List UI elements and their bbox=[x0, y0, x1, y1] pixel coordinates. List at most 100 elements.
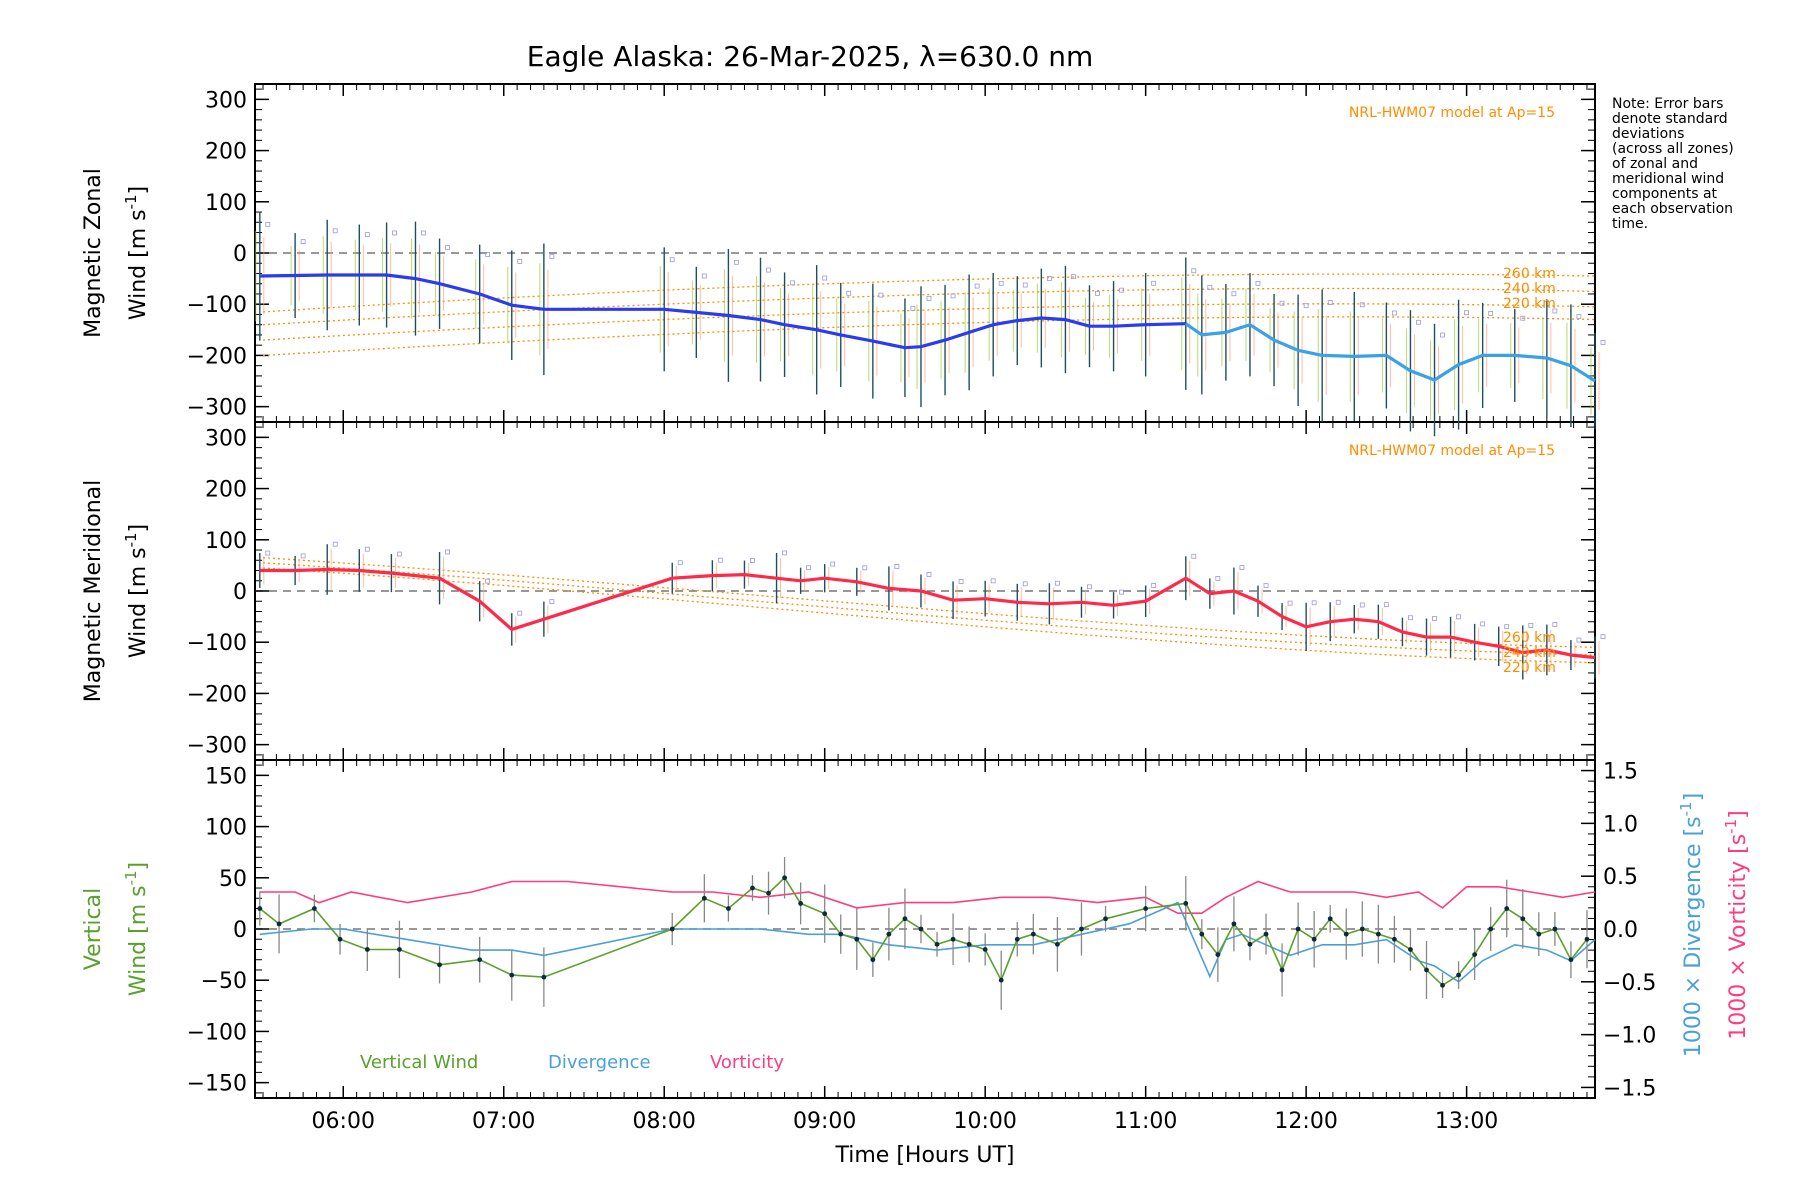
meridional-zone-point bbox=[750, 558, 755, 563]
lower-ytick-label: 0 bbox=[233, 918, 247, 943]
vertical-wind-point bbox=[1552, 926, 1558, 932]
zonal-zone-point bbox=[1416, 319, 1421, 325]
zonal-zone-point bbox=[1191, 268, 1197, 274]
vertical-wind-point bbox=[1359, 926, 1365, 932]
zonal-ytick-label: 300 bbox=[205, 88, 247, 113]
legend-vertical-wind: Vertical Wind bbox=[360, 1052, 478, 1073]
vertical-wind-point bbox=[397, 947, 402, 952]
vertical-wind-point bbox=[870, 957, 876, 963]
zonal-zone-point bbox=[1151, 280, 1157, 286]
meridional-zone-point bbox=[958, 579, 964, 584]
vertical-wind-point bbox=[477, 957, 483, 963]
zonal-model-curve-260 bbox=[262, 273, 1596, 313]
lower-ytick-label: −150 bbox=[187, 1072, 247, 1097]
zonal-panel: 300 200 100 0 −100 −200 −300 bbox=[187, 84, 1606, 437]
meridional-zone-point bbox=[1408, 615, 1413, 621]
meridional-alt-label-260: 260 km bbox=[1503, 630, 1556, 646]
meridional-zone-point bbox=[549, 599, 555, 605]
meridional-zone-point bbox=[1528, 622, 1534, 628]
vertical-wind-point bbox=[311, 906, 317, 911]
zonal-alt-label-220: 220 km bbox=[1503, 296, 1556, 312]
vertical-wind-point bbox=[1536, 931, 1542, 937]
zonal-zone-point bbox=[766, 267, 771, 273]
vertical-wind-point bbox=[934, 941, 940, 947]
vorticity-y2label: 1000 × Vorticity [s-1] bbox=[1722, 810, 1751, 1039]
vertical-wind-point bbox=[1375, 931, 1381, 937]
vertical-wind-point bbox=[1263, 931, 1269, 937]
vertical-wind-point bbox=[257, 906, 263, 911]
zonal-model-curve-240 bbox=[262, 287, 1596, 326]
zonal-zone-point bbox=[1391, 310, 1397, 316]
meridional-ytick-label: 300 bbox=[205, 426, 247, 451]
vertical-wind-point bbox=[701, 895, 707, 901]
vertical-wind-point bbox=[1014, 936, 1020, 942]
zonal-zone-point bbox=[1119, 287, 1124, 293]
zonal-zone-point bbox=[950, 293, 956, 299]
meridional-zone-point bbox=[990, 578, 996, 584]
meridional-ylabel-1: Magnetic Meridional bbox=[81, 480, 106, 702]
zonal-zone-point bbox=[822, 275, 828, 281]
meridional-ylabel-2: Wind [m s-1] bbox=[122, 524, 151, 658]
divergence-line bbox=[259, 901, 1596, 983]
zonal-zone-point bbox=[926, 295, 932, 301]
zonal-wind-line bbox=[259, 273, 1186, 350]
meridional-ytick-label: 200 bbox=[205, 478, 247, 503]
zonal-zone-point bbox=[332, 228, 338, 234]
zonal-ytick-label: 200 bbox=[205, 140, 247, 165]
vertical-wind-point bbox=[1343, 931, 1349, 937]
vertical-wind-point bbox=[998, 977, 1004, 983]
zonal-ytick-label: −200 bbox=[187, 344, 247, 369]
meridional-zone-point bbox=[1359, 602, 1365, 608]
vertical-wind-point bbox=[902, 916, 908, 922]
zonal-wind-line-late bbox=[1184, 322, 1596, 383]
vertical-wind-point bbox=[1504, 906, 1510, 911]
vertical-wind-point bbox=[509, 972, 515, 978]
zonal-zone-point bbox=[1520, 315, 1526, 321]
error-bar-note: Note: Error bars denote standard deviati… bbox=[1612, 96, 1734, 232]
zonal-zone-point bbox=[998, 280, 1004, 286]
vertical-wind-point bbox=[1054, 941, 1060, 947]
meridional-zone-point bbox=[485, 578, 491, 584]
note-line: meridional wind bbox=[1612, 171, 1724, 187]
vorticity-line bbox=[259, 880, 1596, 914]
meridional-ytick-label: −100 bbox=[187, 631, 247, 656]
meridional-zone-point bbox=[1151, 583, 1157, 588]
zonal-alt-label-260: 260 km bbox=[1503, 266, 1556, 282]
meridional-zone-point bbox=[1263, 583, 1269, 589]
legend-divergence: Divergence bbox=[548, 1052, 651, 1073]
zonal-zone-point bbox=[485, 252, 491, 257]
meridional-zone-point bbox=[1022, 581, 1028, 587]
zonal-zone-point bbox=[910, 305, 916, 311]
note-line: of zonal and bbox=[1612, 156, 1698, 172]
zonal-zone-point bbox=[669, 257, 675, 263]
vertical-wind-point bbox=[1295, 926, 1301, 932]
note-line: each observation bbox=[1612, 201, 1733, 217]
vertical-wind-point bbox=[669, 926, 675, 932]
zonal-zone-point bbox=[445, 245, 450, 250]
xtick-label: 07:00 bbox=[472, 1109, 535, 1134]
meridional-zone-point bbox=[862, 565, 868, 571]
meridional-zone-point bbox=[717, 557, 723, 563]
zonal-zone-point bbox=[846, 290, 852, 296]
xtick-label: 09:00 bbox=[793, 1109, 856, 1134]
meridional-alt-label-220: 220 km bbox=[1503, 660, 1556, 676]
meridional-alt-label-240: 240 km bbox=[1503, 645, 1556, 661]
meridional-zone-point bbox=[517, 610, 523, 616]
xtick-label: 08:00 bbox=[633, 1109, 696, 1134]
meridional-zone-point bbox=[1383, 602, 1389, 608]
note-line: Note: Error bars bbox=[1612, 96, 1723, 112]
meridional-model-curve-260 bbox=[262, 557, 1596, 648]
vertical-wind-point bbox=[798, 900, 804, 906]
zonal-ytick-label: 100 bbox=[205, 191, 247, 216]
meridional-ytick-label: 100 bbox=[205, 529, 247, 554]
meridional-zone-point bbox=[1456, 614, 1461, 620]
zonal-zone-point bbox=[878, 292, 884, 298]
lower-y2tick-label: 1.0 bbox=[1603, 812, 1638, 837]
vertical-wind-point bbox=[1215, 952, 1221, 958]
vertical-wind-point bbox=[1030, 931, 1036, 937]
lower-ytick-label: 100 bbox=[205, 816, 247, 841]
vertical-wind-point bbox=[966, 941, 972, 947]
vertical-wind-point bbox=[1456, 972, 1461, 978]
lower-ytick-label: −100 bbox=[187, 1020, 247, 1045]
